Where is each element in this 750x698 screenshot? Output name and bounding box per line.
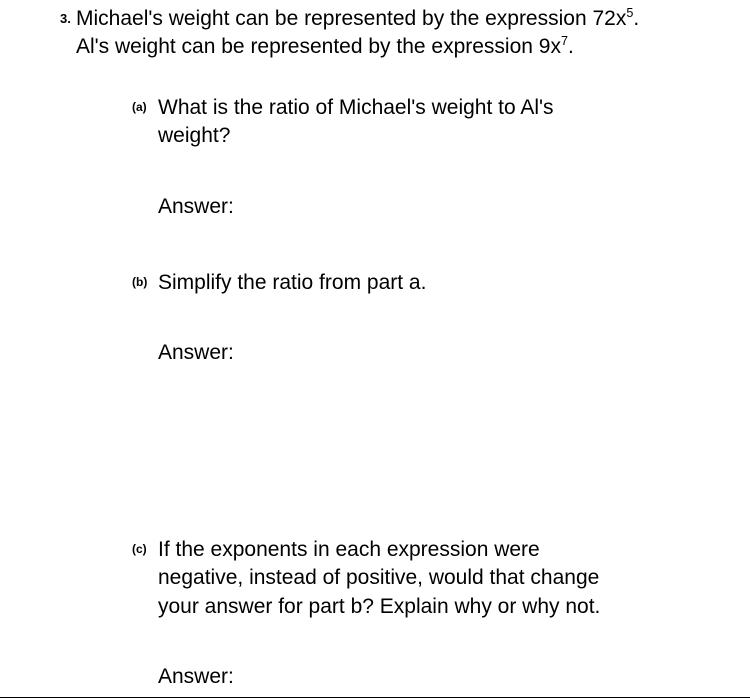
subpart-a-label: (a)	[132, 99, 147, 115]
subpart-a-answer: Answer:	[158, 193, 628, 221]
subpart-b: (b) Simplify the ratio from part a. Answ…	[158, 269, 628, 368]
subpart-b-text: Simplify the ratio from part a.	[158, 269, 628, 297]
subpart-b-answer: Answer:	[158, 339, 628, 367]
intro-text-1: Michael's weight can be represented by t…	[76, 7, 626, 30]
subpart-a-text: What is the ratio of Michael's weight to…	[158, 94, 628, 151]
subpart-c: (c) If the exponents in each expression …	[158, 536, 628, 691]
intro-sup-2: 7	[561, 34, 568, 48]
intro-text-3: .	[568, 35, 574, 58]
subpart-b-label: (b)	[132, 274, 147, 290]
subpart-a: (a) What is the ratio of Michael's weigh…	[158, 94, 628, 221]
subpart-c-text: If the exponents in each expression were…	[158, 536, 628, 621]
subpart-c-label: (c)	[132, 541, 147, 557]
problem-intro: Michael's weight can be represented by t…	[76, 5, 656, 62]
subpart-c-answer: Answer:	[158, 663, 628, 691]
problem-number: 3.	[60, 10, 71, 28]
